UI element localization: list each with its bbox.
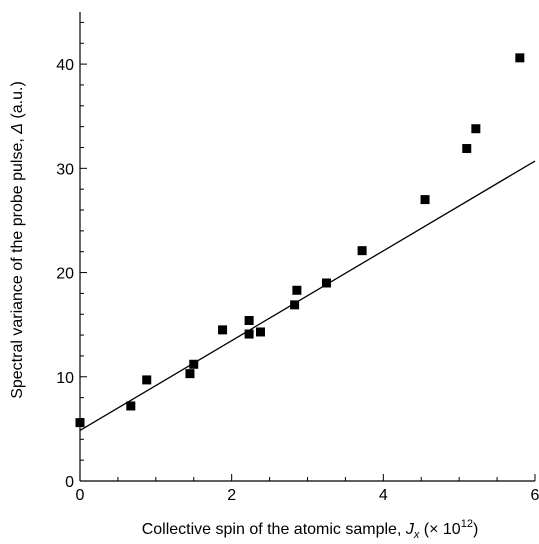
data-point xyxy=(185,369,195,379)
data-point xyxy=(292,285,302,295)
x-axis-title: Collective spin of the atomic sample, Jx… xyxy=(142,518,479,541)
x-tick-label: 2 xyxy=(227,487,236,504)
x-tick-label: 6 xyxy=(531,487,539,504)
data-point xyxy=(126,401,136,411)
data-point xyxy=(462,144,472,154)
y-tick-label: 30 xyxy=(56,161,74,178)
y-tick-label: 40 xyxy=(56,57,74,74)
y-tick-label: 20 xyxy=(56,266,74,283)
data-point xyxy=(244,315,254,325)
y-tick-label: 0 xyxy=(65,474,74,491)
y-axis-title: Spectral variance of the probe pulse, Δ … xyxy=(9,81,26,399)
data-point xyxy=(218,325,228,335)
data-point xyxy=(321,278,331,288)
fit-line xyxy=(79,160,536,432)
data-point xyxy=(420,195,430,205)
data-point xyxy=(515,53,525,63)
x-tick-label: 0 xyxy=(76,487,85,504)
data-points xyxy=(75,53,525,428)
fit-line-group xyxy=(79,160,536,432)
data-point xyxy=(142,375,152,385)
data-point xyxy=(255,327,265,337)
data-point xyxy=(244,329,254,339)
axes xyxy=(79,12,536,482)
data-point xyxy=(189,359,199,369)
data-point xyxy=(357,246,367,256)
data-point xyxy=(75,418,85,428)
tick-labels: 0 2 4 6 0 10 20 30 40 xyxy=(56,57,539,504)
data-point xyxy=(471,124,481,134)
data-point xyxy=(290,300,300,310)
y-tick-label: 10 xyxy=(56,370,74,387)
x-tick-label: 4 xyxy=(379,487,388,504)
